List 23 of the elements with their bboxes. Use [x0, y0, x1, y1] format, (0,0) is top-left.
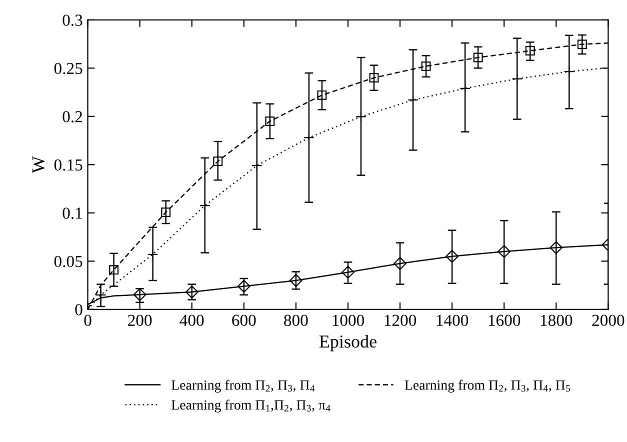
y-tick-label: 0.1 [62, 208, 82, 219]
x-tick-label: 600 [232, 314, 256, 326]
legend-label: Learning from Π$_{2}$, Π$_{3}$, Π$_{4}$, Π$_{5}$ [404, 380, 570, 393]
y-tick-label: 0 [75, 304, 82, 316]
y-tick-label: 0.15 [54, 159, 82, 171]
x-tick-label: 2000 [592, 314, 624, 326]
x-tick-label: 400 [180, 314, 204, 326]
x-tick-label: 0 [84, 314, 92, 326]
legend-label: Learning from Π$_{2}$, Π$_{3}$, Π$_{4}$ [172, 380, 315, 393]
y-tick-label: 0.05 [54, 256, 82, 268]
x-tick-label: 800 [284, 314, 308, 326]
y-axis-title: W [32, 156, 45, 174]
x-tick-label: 1400 [436, 314, 468, 326]
x-tick-label: 200 [128, 314, 152, 326]
x-tick-label: 1800 [540, 314, 572, 326]
y-tick-label: 0.2 [62, 111, 82, 122]
x-tick-label: 1200 [384, 314, 416, 326]
x-axis-title: Episode [319, 334, 376, 352]
y-tick-label: 0.3 [62, 14, 82, 26]
y-tick-label: 0.25 [54, 62, 82, 74]
x-tick-label: 1600 [488, 314, 520, 326]
legend-label: Learning from Π$_{1}$,Π$_{2}$, Π$_{3}$, π$_{4}$ [172, 400, 330, 412]
x-tick-label: 1000 [332, 314, 364, 326]
